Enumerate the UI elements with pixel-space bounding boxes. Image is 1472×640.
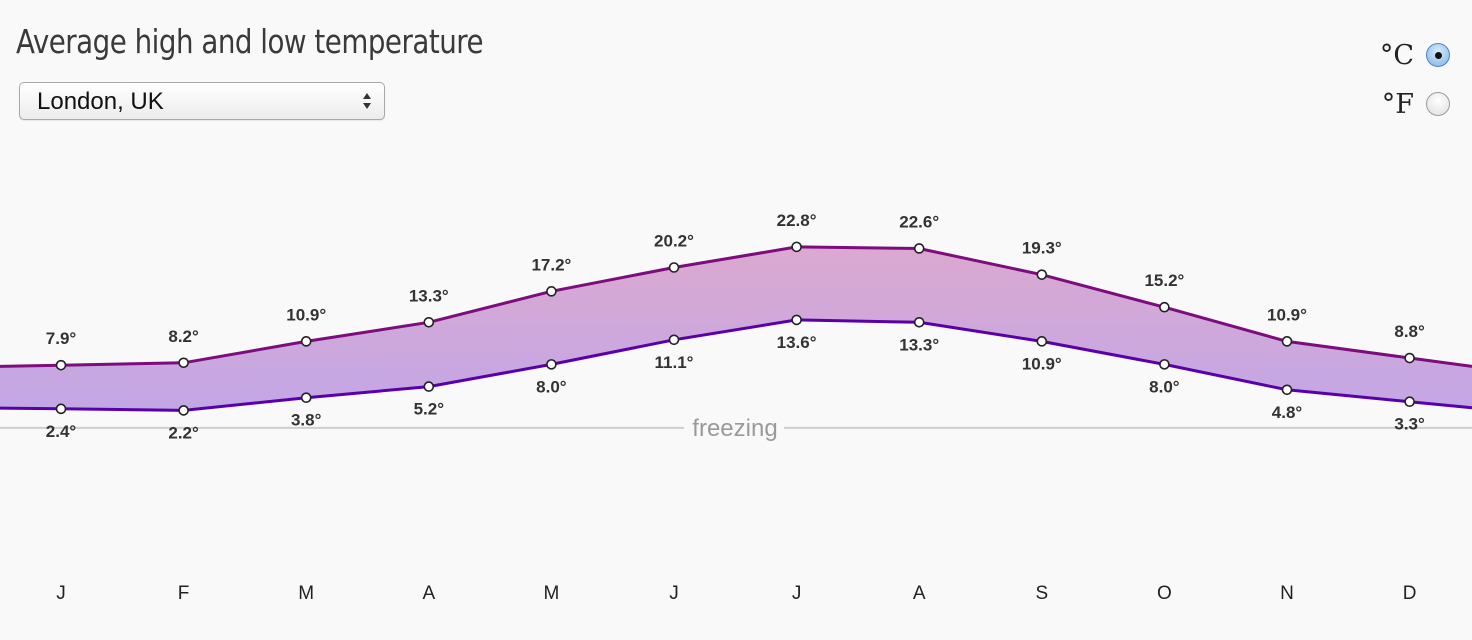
low-data-label: 5.2° (414, 400, 445, 419)
low-point (300, 392, 312, 404)
month-tick-label: F (178, 583, 190, 604)
low-data-label: 4.8° (1272, 403, 1303, 422)
high-data-label: 8.8° (1394, 322, 1425, 341)
radio-selected-dot (1435, 52, 1442, 59)
high-data-label: 20.2° (654, 232, 694, 251)
high-point (300, 336, 312, 347)
month-tick-label: M (543, 583, 559, 604)
high-point (913, 243, 925, 254)
high-data-label: 8.2° (168, 327, 199, 346)
high-point (1036, 269, 1048, 280)
high-point (1404, 352, 1415, 364)
freezing-label: freezing (692, 415, 777, 442)
low-point (55, 403, 67, 415)
city-select[interactable]: London, UK (19, 82, 385, 120)
freezing-label-background (684, 413, 784, 442)
chart-marks: 7.9° 8.2° 10.9° 13.3° 17.2° 20.2° 22.8° 22.6° 19… (46, 211, 1425, 443)
low-temperature-line (0, 318, 1472, 412)
low-point (913, 316, 925, 328)
high-point (423, 316, 435, 328)
low-data-label: 11.1° (655, 353, 694, 372)
month-tick-label: J (792, 583, 802, 604)
month-tick-label: A (422, 583, 435, 604)
high-temperature-line (0, 245, 1472, 368)
high-data-label: 15.2° (1144, 271, 1184, 290)
high-data-label: 13.3° (409, 286, 449, 305)
city-select-value: London, UK (37, 88, 164, 115)
month-tick-label: M (298, 583, 314, 604)
low-data-label: 3.3° (1394, 415, 1425, 434)
high-point (668, 262, 680, 273)
high-data-label: 17.2° (531, 255, 571, 274)
month-tick-label: D (1403, 583, 1417, 604)
month-tick-label: J (56, 583, 66, 604)
month-tick-label: S (1035, 583, 1048, 604)
month-tick-label: J (669, 583, 679, 604)
high-data-label: 22.6° (899, 212, 939, 231)
low-point (423, 381, 435, 392)
low-data-label: 3.8° (291, 411, 322, 430)
low-data-label: 2.4° (46, 422, 77, 441)
low-point (546, 359, 557, 370)
low-data-label: 2.2° (168, 423, 199, 442)
celsius-label: °C (1379, 39, 1414, 71)
select-arrows-icon (363, 93, 371, 109)
low-data-label: 13.3° (899, 335, 939, 354)
high-point (178, 357, 189, 369)
fahrenheit-label: °F (1381, 88, 1414, 120)
high-data-label: 22.8° (777, 211, 817, 230)
low-point (668, 334, 680, 346)
high-point (546, 286, 557, 297)
celsius-radio[interactable] (1426, 43, 1450, 67)
fahrenheit-radio[interactable] (1426, 92, 1450, 116)
unit-celsius-option[interactable]: °C (1379, 39, 1450, 71)
high-data-label: 10.9° (286, 305, 326, 324)
month-tick-label: A (913, 583, 926, 604)
high-data-label: 7.9° (46, 329, 77, 348)
page-title: Average high and low temperature (16, 22, 484, 61)
unit-fahrenheit-option[interactable]: °F (1381, 88, 1450, 120)
low-data-label: 8.0° (536, 377, 567, 396)
low-data-label: 8.0° (1149, 377, 1180, 396)
high-point (1159, 301, 1170, 313)
high-data-label: 10.9° (1267, 305, 1307, 324)
high-data-label: 19.3° (1022, 239, 1062, 258)
high-point (1281, 336, 1293, 347)
low-point (178, 405, 189, 416)
high-point (791, 241, 802, 253)
high-point (55, 359, 67, 371)
low-point (1036, 336, 1048, 347)
month-tick-label: O (1157, 583, 1172, 604)
month-tick-label: N (1280, 583, 1294, 604)
low-data-label: 13.6° (777, 333, 817, 352)
low-point (791, 314, 802, 326)
low-point (1404, 396, 1415, 407)
low-point (1281, 384, 1293, 396)
low-data-label: 10.9° (1022, 354, 1062, 373)
low-point (1159, 359, 1170, 370)
